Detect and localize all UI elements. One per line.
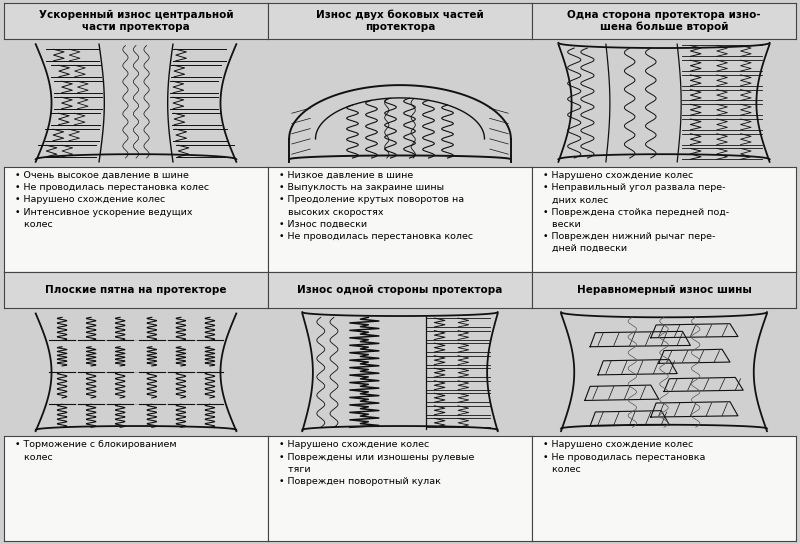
Text: Неравномерный износ шины: Неравномерный износ шины: [577, 285, 751, 295]
Text: Ускоренный износ центральной
части протектора: Ускоренный износ центральной части проте…: [38, 10, 234, 32]
Text: Плоские пятна на протекторе: Плоские пятна на протекторе: [46, 285, 226, 295]
Text: Одна сторона протектора изно-
шена больше второй: Одна сторона протектора изно- шена больш…: [567, 10, 761, 32]
Text: • Нарушено схождение колес
• Не проводилась перестановка
   колес: • Нарушено схождение колес • Не проводил…: [542, 441, 705, 474]
Text: • Низкое давление в шине
• Выпуклость на закраине шины
• Преодоление крутых пово: • Низкое давление в шине • Выпуклость на…: [278, 171, 473, 241]
Text: • Нарушено схождение колес
• Повреждены или изношены рулевые
   тяги
• Поврежден: • Нарушено схождение колес • Повреждены …: [278, 441, 474, 486]
Text: Износ двух боковых частей
протектора: Износ двух боковых частей протектора: [316, 10, 484, 32]
Text: • Очень высокое давление в шине
• Не проводилась перестановка колес
• Нарушено с: • Очень высокое давление в шине • Не про…: [14, 171, 209, 229]
Text: • Торможение с блокированием
   колес: • Торможение с блокированием колес: [14, 441, 176, 462]
Text: • Нарушено схождение колес
• Неправильный угол развала пере-
   дних колес
• Пов: • Нарушено схождение колес • Неправильны…: [542, 171, 729, 253]
Text: Износ одной стороны протектора: Износ одной стороны протектора: [298, 285, 502, 295]
